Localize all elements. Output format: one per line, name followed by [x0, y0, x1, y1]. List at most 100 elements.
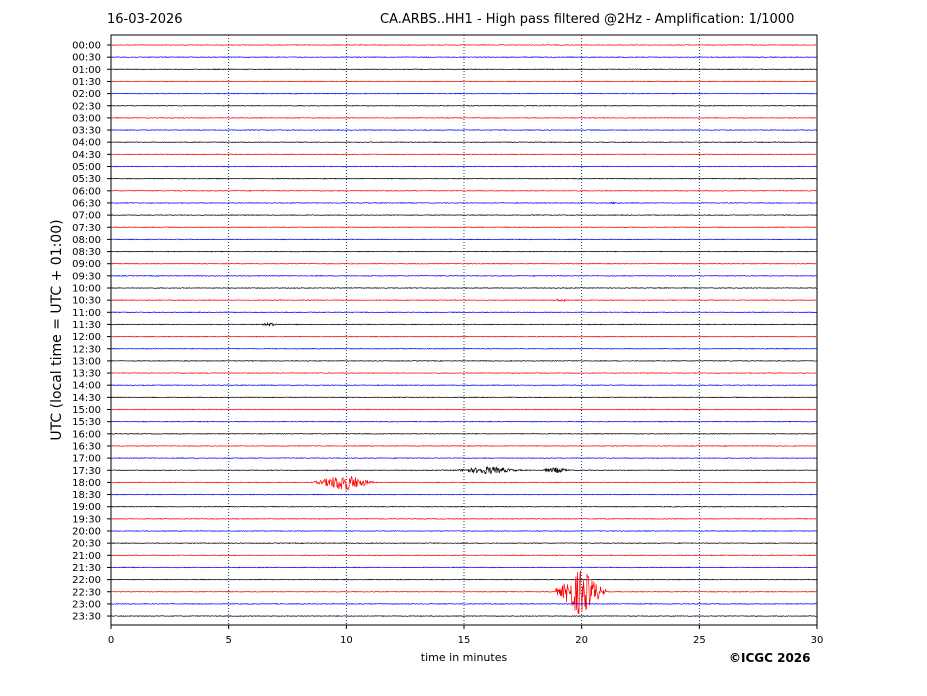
y-tick-label: 10:30: [72, 296, 101, 307]
date-label: 16-03-2026: [107, 12, 183, 27]
trace-14:30: [110, 396, 818, 399]
y-tick-label: 11:00: [72, 308, 101, 319]
y-tick-label: 03:30: [72, 126, 101, 137]
trace-12:00: [110, 335, 818, 338]
y-tick-label: 08:00: [72, 235, 101, 246]
trace-23:30: [110, 615, 818, 617]
x-tick-label: 5: [225, 635, 231, 646]
y-tick-label: 10:00: [72, 284, 101, 295]
trace-03:30: [110, 129, 818, 131]
y-tick-label: 05:30: [72, 174, 101, 185]
y-tick-label: 14:00: [72, 381, 101, 392]
y-tick-label: 15:00: [72, 405, 101, 416]
y-tick-label: 22:00: [72, 575, 101, 586]
trace-03:00: [110, 116, 818, 119]
trace-15:00: [110, 408, 818, 411]
y-tick-label: 23:30: [72, 612, 101, 623]
y-tick-label: 09:30: [72, 271, 101, 282]
trace-20:00: [110, 530, 818, 532]
y-tick-label: 21:30: [72, 563, 101, 574]
y-tick-label: 07:30: [72, 223, 101, 234]
y-tick-label: 05:00: [72, 162, 101, 173]
trace-09:00: [110, 262, 818, 265]
x-tick-label: 0: [108, 635, 114, 646]
y-tick-label: 19:30: [72, 514, 101, 525]
trace-17:00: [110, 457, 818, 459]
y-tick-label: 07:00: [72, 211, 101, 222]
trace-13:00: [110, 360, 818, 362]
seismic-traces: [110, 44, 818, 617]
trace-08:00: [110, 238, 818, 241]
trace-05:30: [110, 177, 818, 180]
y-tick-label: 19:00: [72, 502, 101, 513]
trace-19:00: [110, 505, 818, 508]
x-axis-ticks: 0 5 10 15 20 25 30: [108, 625, 824, 646]
trace-18:00: [110, 476, 818, 491]
trace-02:30: [110, 104, 818, 107]
x-tick-label: 30: [811, 635, 824, 646]
y-tick-label: 12:00: [72, 332, 101, 343]
trace-22:00: [110, 578, 818, 581]
y-tick-label: 20:30: [72, 539, 101, 550]
y-tick-label: 02:30: [72, 101, 101, 112]
trace-19:30: [110, 517, 818, 520]
y-tick-label: 15:30: [72, 417, 101, 428]
trace-20:30: [110, 542, 818, 545]
y-tick-label: 18:00: [72, 478, 101, 489]
trace-04:00: [110, 141, 818, 144]
y-axis-label: UTC (local time = UTC + 01:00): [49, 219, 65, 441]
y-tick-label: 03:00: [72, 113, 101, 124]
copyright-label: ©ICGC 2026: [729, 651, 811, 665]
trace-17:30: [110, 466, 818, 475]
trace-12:30: [110, 347, 818, 350]
trace-15:30: [110, 420, 818, 423]
trace-02:00: [110, 92, 818, 95]
y-tick-label: 09:00: [72, 259, 101, 270]
x-tick-label: 10: [340, 635, 353, 646]
y-tick-label: 13:30: [72, 369, 101, 380]
y-tick-label: 22:30: [72, 587, 101, 598]
trace-01:30: [110, 80, 818, 83]
y-tick-label: 16:00: [72, 429, 101, 440]
trace-10:00: [110, 287, 818, 289]
y-tick-label: 18:30: [72, 490, 101, 501]
trace-23:00: [110, 602, 818, 605]
trace-07:30: [110, 226, 818, 229]
y-tick-label: 14:30: [72, 393, 101, 404]
trace-04:30: [110, 153, 818, 156]
trace-11:30: [110, 321, 818, 327]
y-tick-label: 02:00: [72, 89, 101, 100]
y-tick-label: 13:00: [72, 356, 101, 367]
x-tick-label: 25: [693, 635, 706, 646]
trace-01:00: [110, 68, 818, 71]
x-tick-label: 15: [458, 635, 471, 646]
trace-21:30: [110, 566, 818, 569]
y-tick-label: 00:00: [72, 41, 101, 52]
trace-18:30: [110, 493, 818, 496]
trace-06:00: [110, 189, 818, 192]
y-tick-label: 16:30: [72, 441, 101, 452]
trace-11:00: [110, 311, 818, 314]
trace-07:00: [110, 213, 818, 217]
trace-00:30: [110, 56, 818, 59]
trace-06:30: [110, 201, 818, 205]
gridlines: [228, 35, 700, 625]
x-axis-label: time in minutes: [420, 651, 508, 664]
trace-09:30: [110, 274, 818, 277]
trace-14:00: [110, 384, 818, 387]
y-tick-label: 12:30: [72, 344, 101, 355]
x-tick-label: 20: [575, 635, 588, 646]
y-tick-label: 06:00: [72, 186, 101, 197]
trace-21:00: [110, 554, 818, 557]
y-tick-label: 17:00: [72, 454, 101, 465]
y-tick-label: 04:30: [72, 150, 101, 161]
y-tick-label: 20:00: [72, 527, 101, 538]
trace-00:00: [110, 44, 818, 46]
trace-10:30: [110, 298, 818, 302]
chart-title: CA.ARBS..HH1 - High pass filtered @2Hz -…: [380, 12, 795, 27]
y-tick-label: 01:00: [72, 65, 101, 76]
y-tick-label: 01:30: [72, 77, 101, 88]
trace-16:00: [110, 432, 818, 435]
